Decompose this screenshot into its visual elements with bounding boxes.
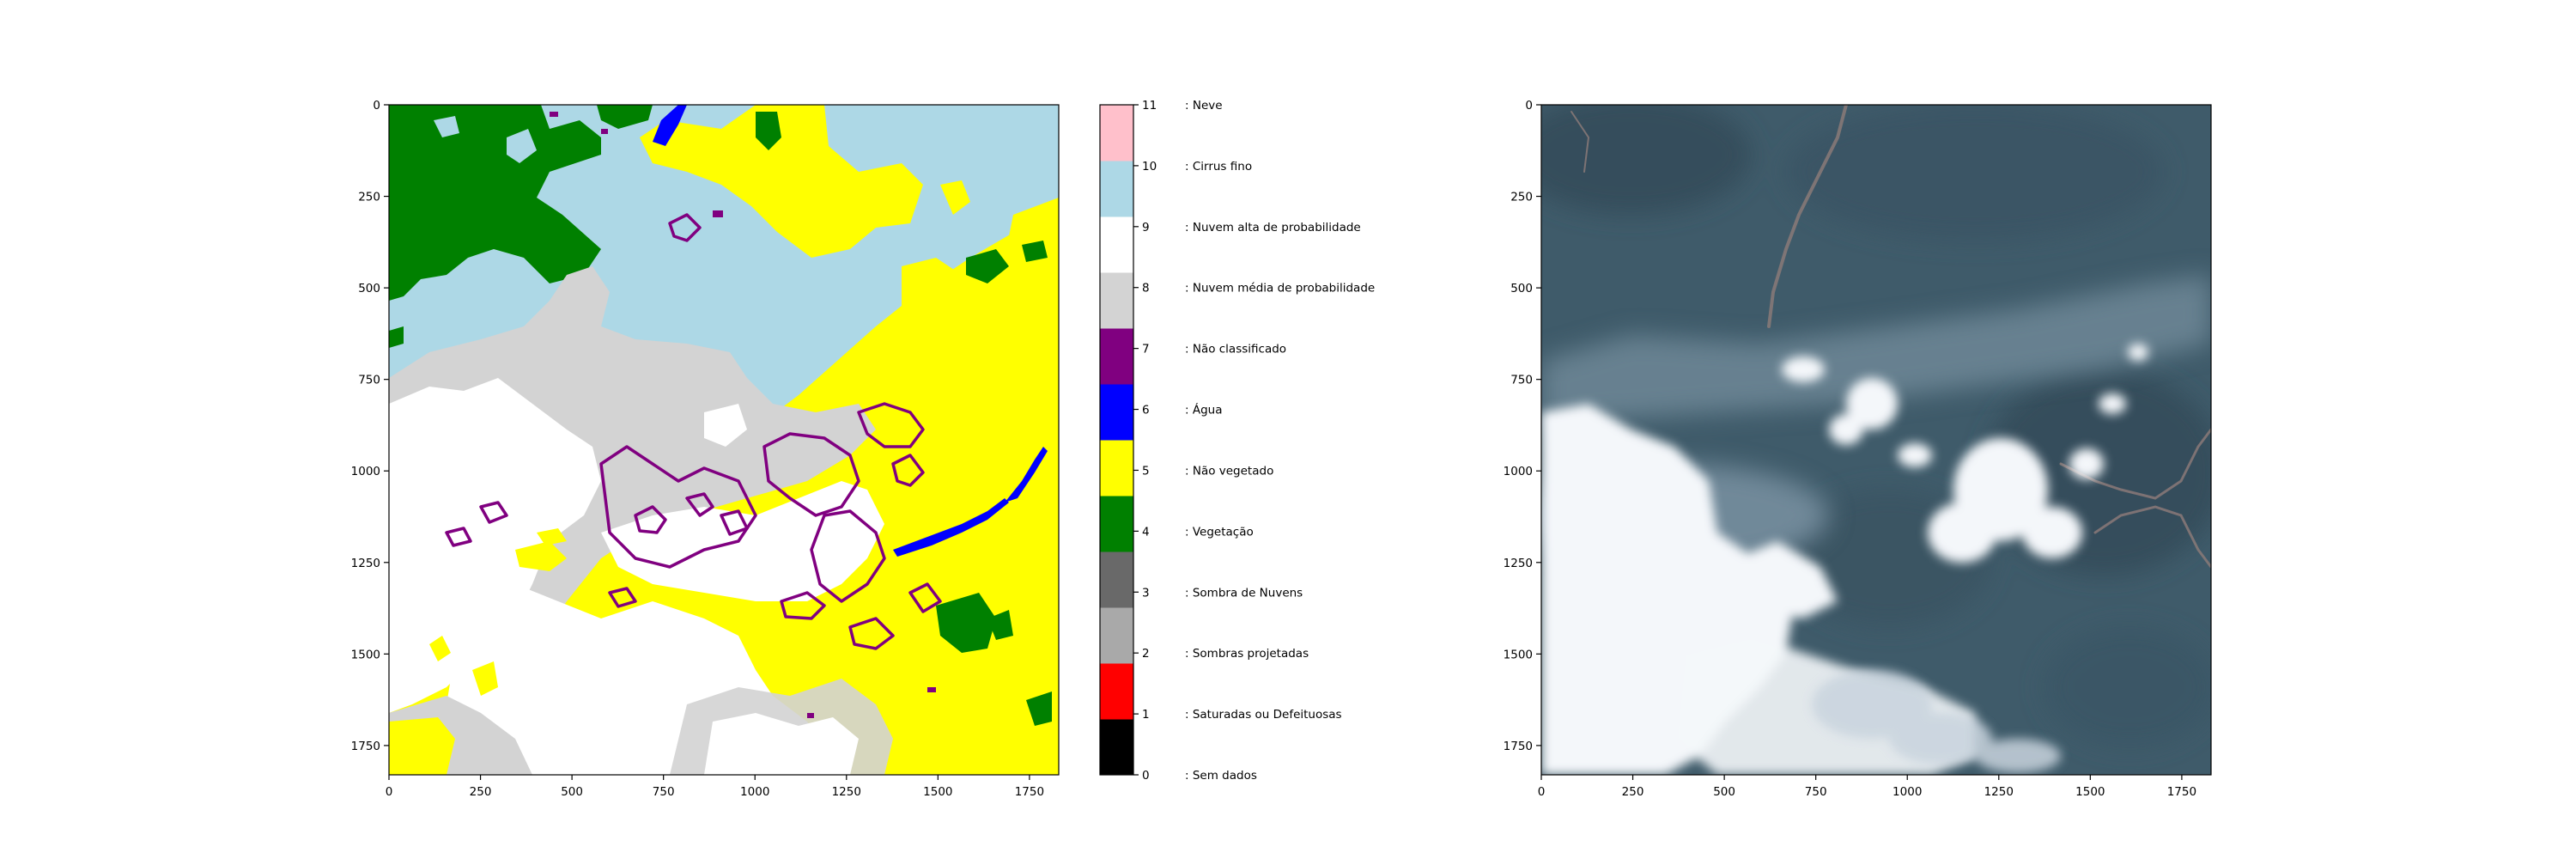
rgb-image-y-tick-label: 1750 xyxy=(1504,740,1533,753)
colorbar-class-label: : Nuvem média de probabilidade xyxy=(1185,282,1375,295)
colorbar-tick-label: 2 xyxy=(1142,647,1150,661)
rgb-image-raster xyxy=(1541,105,2211,775)
rgb-image-y-tick-label: 1500 xyxy=(1504,648,1533,661)
rgb-cloud-speckles xyxy=(1812,670,2061,773)
classification-map-x-tick-label: 500 xyxy=(561,785,583,799)
colorbar-cell xyxy=(1100,440,1133,497)
rgb-image-y-tick-label: 250 xyxy=(1510,191,1533,204)
map-class-water xyxy=(653,105,687,146)
colorbar-tick-label: 7 xyxy=(1142,343,1150,356)
classification-map-y-tick-label: 1500 xyxy=(351,648,380,661)
rgb-image-x-tick-label: 500 xyxy=(1713,785,1735,799)
colorbar-tick-label: 9 xyxy=(1142,221,1150,235)
colorbar-class-label: : Saturadas ou Defeituosas xyxy=(1185,708,1342,722)
rgb-image-x-tick-label: 250 xyxy=(1622,785,1644,799)
map-class-unclassified xyxy=(445,213,942,650)
classification-map-x-axis: 0 250 500 750 1000 1250 1500 1750 xyxy=(386,775,1044,799)
rgb-image-y-tick-label: 750 xyxy=(1510,374,1533,387)
classification-map-x-tick-label: 1750 xyxy=(1015,785,1044,799)
colorbar-cell xyxy=(1100,607,1133,664)
colorbar-cell xyxy=(1100,161,1133,217)
colorbar-cell xyxy=(1100,328,1133,385)
classification-map-y-tick-label: 750 xyxy=(358,374,380,387)
colorbar-class-label: : Água xyxy=(1185,403,1222,417)
colorbar-cell xyxy=(1100,663,1133,720)
classification-map-y-tick-label: 500 xyxy=(358,282,380,295)
classification-map-y-tick-label: 250 xyxy=(358,191,380,204)
colorbar-class-label: : Sem dados xyxy=(1185,769,1257,783)
classification-map-frame xyxy=(388,104,1060,776)
colorbar-ticks xyxy=(1133,104,1139,776)
colorbar-tick-label: 5 xyxy=(1142,464,1150,478)
colorbar-cells xyxy=(1100,105,1133,776)
map-class-non-vegetated-patch xyxy=(640,105,923,258)
colorbar-tick-label: 8 xyxy=(1142,282,1150,295)
rgb-clouds xyxy=(1541,344,2148,775)
classification-map-y-tick-label: 1000 xyxy=(351,465,380,478)
classification-map: 0 250 500 750 1000 1250 1500 1750 0 250 500 750 100… xyxy=(351,99,1060,799)
classification-map-image xyxy=(389,105,1059,775)
classification-map-y-axis: 0 250 500 750 1000 1250 1500 1750 xyxy=(351,99,389,753)
classification-map-y-tick-label: 1750 xyxy=(351,740,380,753)
classification-map-x-tick-label: 1250 xyxy=(832,785,861,799)
colorbar-cell xyxy=(1100,272,1133,329)
colorbar-class-label: : Nuvem alta de probabilidade xyxy=(1185,221,1361,235)
rgb-image-x-tick-label: 0 xyxy=(1538,785,1546,799)
map-class-vegetation xyxy=(389,105,601,301)
colorbar-tick-label: 11 xyxy=(1142,99,1157,113)
colorbar: 0 : Sem dados 1 : Saturadas ou Defeituosas 2… xyxy=(1099,99,1375,783)
colorbar-tick-label: 0 xyxy=(1142,769,1150,783)
rgb-image-y-tick-label: 0 xyxy=(1525,99,1533,113)
colorbar-class-label: : Vegetação xyxy=(1185,525,1254,539)
rgb-image-x-tick-label: 1500 xyxy=(2075,785,2105,799)
rgb-image-frame xyxy=(1540,104,2212,776)
colorbar-frame xyxy=(1099,104,1134,776)
colorbar-cell xyxy=(1100,384,1133,441)
colorbar-class-label: : Sombra de Nuvens xyxy=(1185,586,1303,600)
classification-map-x-tick-label: 1500 xyxy=(923,785,952,799)
colorbar-tick-label: 6 xyxy=(1142,404,1150,417)
rgb-image-x-tick-label: 1750 xyxy=(2167,785,2196,799)
colorbar-tick-label: 10 xyxy=(1142,160,1157,174)
classification-map-y-tick-label: 0 xyxy=(373,99,380,113)
colorbar-tick-label: 1 xyxy=(1142,708,1150,722)
colorbar-class-label: : Não vegetado xyxy=(1185,464,1273,478)
colorbar-cell xyxy=(1100,216,1133,273)
colorbar-labels: 0 : Sem dados 1 : Saturadas ou Defeituosas 2… xyxy=(1142,99,1375,783)
colorbar-class-label: : Sombras projetadas xyxy=(1185,647,1309,661)
rgb-image-x-tick-label: 1000 xyxy=(1893,785,1922,799)
rgb-image: 0 250 500 750 1000 1250 1500 1750 0 250 500 750 100… xyxy=(1504,99,2212,799)
colorbar-cell xyxy=(1100,105,1133,161)
colorbar-class-label: : Neve xyxy=(1185,99,1223,113)
rgb-image-y-tick-label: 1250 xyxy=(1504,557,1533,570)
rgb-image-y-axis: 0 250 500 750 1000 1250 1500 1750 xyxy=(1504,99,1541,753)
rgb-image-y-tick-label: 500 xyxy=(1510,282,1533,295)
classification-map-x-tick-label: 0 xyxy=(386,785,393,799)
rgb-river xyxy=(1571,105,2211,569)
rgb-image-x-tick-label: 750 xyxy=(1805,785,1827,799)
colorbar-cell xyxy=(1100,719,1133,776)
colorbar-cell xyxy=(1100,551,1133,608)
colorbar-cell xyxy=(1100,496,1133,552)
map-class-cloud-high xyxy=(389,378,601,713)
rgb-image-y-tick-label: 1000 xyxy=(1504,465,1533,478)
rgb-image-x-axis: 0 250 500 750 1000 1250 1500 1750 xyxy=(1538,775,2196,799)
classification-map-x-tick-label: 250 xyxy=(470,785,492,799)
classification-map-y-tick-label: 1250 xyxy=(351,557,380,570)
classification-map-x-tick-label: 1000 xyxy=(740,785,769,799)
colorbar-tick-label: 4 xyxy=(1142,525,1150,539)
classification-map-x-tick-label: 750 xyxy=(653,785,675,799)
colorbar-tick-label: 3 xyxy=(1142,586,1150,600)
rgb-image-x-tick-label: 1250 xyxy=(1984,785,2014,799)
colorbar-class-label: : Não classificado xyxy=(1185,343,1286,356)
colorbar-class-label: : Cirrus fino xyxy=(1185,160,1252,174)
